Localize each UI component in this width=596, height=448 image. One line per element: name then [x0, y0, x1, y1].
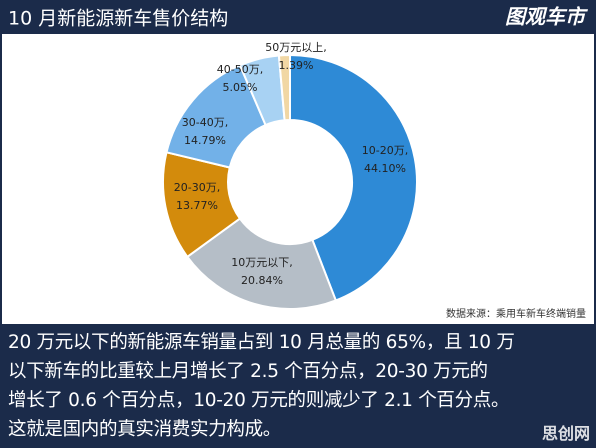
- slice-label: 40-50万,: [217, 63, 263, 76]
- slice-label: 30-40万,: [182, 116, 228, 129]
- source: 数据来源：乘用车新车终端销量: [446, 307, 586, 320]
- value-label: 20.84%: [241, 274, 283, 287]
- slice-label: 10-20万,: [362, 144, 408, 157]
- title-bar: [0, 0, 596, 34]
- value-label: 5.05%: [223, 81, 258, 94]
- body-line: 增长了 0.6 个百分点，10-20 万元的则减少了 2.1 个百分点。: [8, 390, 510, 411]
- slice-label: 20-30万,: [174, 181, 220, 194]
- slice: [289, 53, 418, 302]
- body-line: 这就是国内的真实消费实力构成。: [8, 419, 282, 440]
- value-label: 44.10%: [364, 162, 406, 175]
- chart-title: 10 月新能源新车售价结构: [8, 8, 228, 30]
- body-line: 20 万元以下的新能源车销量占到 10 月总量的 65%，且 10 万: [8, 332, 515, 353]
- value-label: 13.77%: [176, 199, 218, 212]
- value-label: 14.79%: [184, 134, 226, 147]
- logo: 图观车市: [505, 5, 588, 29]
- slice: [277, 53, 291, 122]
- slice-label: 50万元以上,: [265, 41, 327, 54]
- slice-label: 10万元以下,: [231, 256, 293, 269]
- slice: [185, 217, 338, 310]
- watermark: 思创网: [541, 424, 590, 443]
- value-label: 1.39%: [279, 59, 314, 72]
- body-line: 以下新车的比重较上月增长了 2.5 个百分点，20-30 万元的: [8, 361, 488, 382]
